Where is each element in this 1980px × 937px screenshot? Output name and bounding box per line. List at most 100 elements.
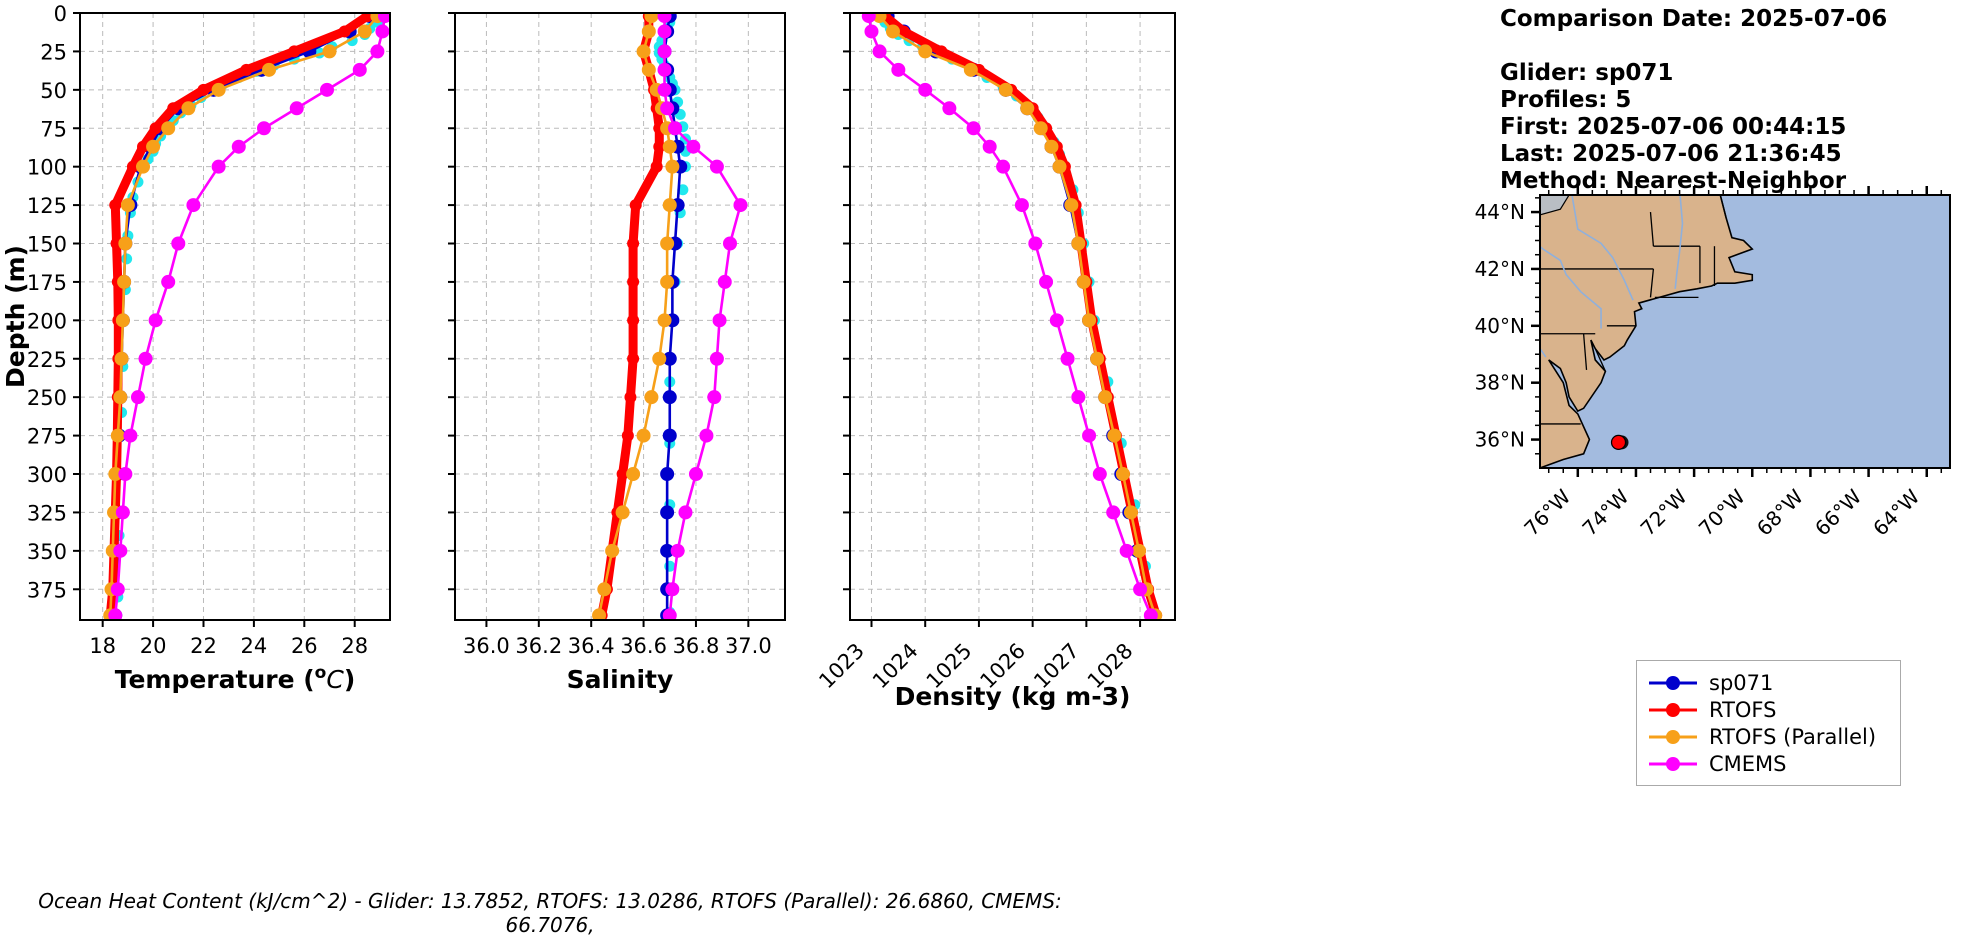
map-border: [1649, 268, 1655, 298]
series-marker: [662, 390, 677, 405]
x-tick-label: 1023: [814, 639, 869, 694]
series-marker: [657, 313, 672, 328]
series-marker: [624, 391, 637, 404]
series-marker: [288, 45, 301, 58]
series-marker: [1123, 505, 1138, 520]
y-tick-label: 25: [40, 40, 67, 64]
series-marker: [597, 582, 612, 597]
series-marker: [998, 82, 1013, 97]
y-tick-label: 250: [27, 386, 67, 410]
last-profile-line: Last: 2025-07-06 21:36:45: [1500, 141, 1842, 167]
series-marker: [712, 313, 727, 328]
series-marker: [641, 24, 656, 39]
series-marker: [338, 25, 351, 38]
legend-label-rtofs: RTOFS: [1709, 697, 1777, 722]
series-marker: [662, 608, 677, 620]
series-marker: [627, 237, 640, 250]
map-frame: [1539, 194, 1951, 469]
series-marker: [644, 390, 659, 405]
series-marker: [660, 543, 675, 558]
map-glider-marker: [1610, 434, 1627, 451]
series-marker: [678, 505, 693, 520]
legend-swatch-icon: [1649, 702, 1697, 717]
y-tick-label: 300: [27, 463, 67, 487]
x-axis-title: Density (kg m-3): [895, 682, 1131, 711]
series-marker: [872, 13, 887, 24]
series-marker: [138, 351, 153, 366]
series-marker: [629, 199, 642, 212]
series-marker: [1039, 274, 1054, 289]
series-marker: [1071, 236, 1086, 251]
plot-frame: [454, 12, 786, 621]
x-tick-label: 36.6: [620, 634, 667, 658]
x-tick-label: 28: [341, 634, 368, 658]
series-marker: [322, 44, 337, 59]
series-marker: [161, 121, 176, 136]
y-tick-label: 50: [40, 79, 67, 103]
comparison-date-line: Comparison Date: 2025-07-06: [1500, 6, 1888, 32]
series-marker: [660, 467, 675, 482]
series-marker: [118, 236, 133, 251]
series-marker: [1076, 274, 1091, 289]
series-marker: [1020, 101, 1035, 116]
ocean-heat-content-caption: Ocean Heat Content (kJ/cm^2) - Glider: 1…: [38, 889, 1062, 937]
series-marker: [211, 159, 226, 174]
series-marker: [1033, 121, 1048, 136]
legend-item-1: RTOFS: [1647, 696, 1890, 723]
map-river: [1674, 195, 1684, 289]
y-tick-label: 175: [27, 271, 67, 295]
map-lon-label: 72°W: [1636, 484, 1692, 540]
series-group: [592, 13, 748, 620]
series-marker: [662, 198, 677, 213]
series-marker: [110, 582, 125, 597]
legend-label-sp071: sp071: [1709, 670, 1774, 695]
series-marker: [616, 468, 629, 481]
series-marker: [657, 82, 672, 97]
series-marker: [918, 44, 933, 59]
series-marker: [627, 314, 640, 327]
y-tick-label: 200: [27, 309, 67, 333]
series-marker: [709, 159, 724, 174]
y-tick-label: 150: [27, 233, 67, 257]
legend-swatch-icon: [1649, 729, 1697, 744]
profiles-line: Profiles: 5: [1500, 87, 1632, 113]
series-marker: [181, 101, 196, 116]
series-marker: [256, 121, 271, 136]
series-marker: [942, 101, 957, 116]
y-axis-title: Depth (m): [1, 245, 30, 388]
x-tick-label: 36.2: [515, 634, 562, 658]
series-marker: [627, 352, 640, 365]
series-marker: [966, 121, 981, 136]
series-marker: [211, 82, 226, 97]
series-marker: [1082, 428, 1097, 443]
map-lat-label: 38°N: [1475, 371, 1525, 395]
map-lat-label: 40°N: [1475, 314, 1525, 338]
series-marker: [115, 313, 130, 328]
legend-item-3: CMEMS: [1647, 750, 1890, 777]
x-tick-label: 36.0: [463, 634, 510, 658]
series-marker: [686, 139, 701, 154]
map-lon-label: 76°W: [1519, 484, 1575, 540]
series-marker: [660, 505, 675, 520]
series-marker: [592, 608, 607, 620]
y-tick-label: 350: [27, 540, 67, 564]
y-tick-label: 375: [27, 578, 67, 602]
first-profile-line: First: 2025-07-06 00:44:15: [1500, 114, 1847, 140]
plot-background: [455, 13, 785, 620]
series-marker: [118, 467, 133, 482]
series-marker: [1060, 351, 1075, 366]
series-marker: [1143, 608, 1158, 620]
series-marker: [861, 13, 876, 24]
series-marker: [1115, 467, 1130, 482]
series-marker: [1044, 139, 1059, 154]
series-marker: [110, 428, 125, 443]
y-tick-label: 75: [40, 117, 67, 141]
series-marker: [186, 198, 201, 213]
y-tick-label: 275: [27, 425, 67, 449]
series-marker: [699, 428, 714, 443]
legend-label-rtofs-parallel: RTOFS (Parallel): [1709, 724, 1877, 749]
legend-item-2: RTOFS (Parallel): [1647, 723, 1890, 750]
glider-line: Glider: sp071: [1500, 60, 1674, 86]
scatter-point: [121, 253, 133, 265]
